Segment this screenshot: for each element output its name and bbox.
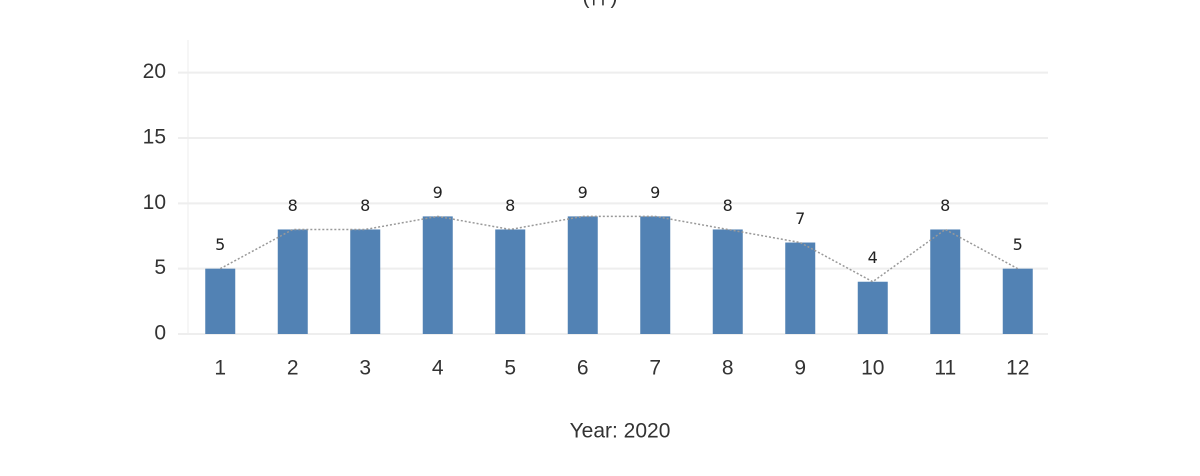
x-tick-label: 8 [722,357,734,380]
x-tick-label: 3 [359,357,371,380]
x-tick-label: 12 [1006,357,1029,380]
value-label: 9 [433,183,443,202]
value-label: 8 [288,196,298,215]
value-label: 8 [940,196,950,215]
bar [857,281,888,334]
bar [567,216,598,334]
value-label: 8 [723,196,733,215]
x-axis-title: Year: 2020 [570,420,671,443]
x-tick-label: 6 [577,357,589,380]
value-label: 8 [505,196,515,215]
y-tick-label: 15 [143,126,166,149]
x-tick-label: 2 [287,357,299,380]
y-tick-label: 5 [154,256,166,279]
x-tick-label: 4 [432,357,444,380]
y-axis-unit: (件) [583,0,618,9]
y-tick-label: 10 [143,191,166,214]
bar [930,229,961,334]
x-tick-label: 10 [861,357,884,380]
x-tick-label: 1 [214,357,226,380]
trend-line [219,215,1019,283]
bar [495,229,526,334]
value-label: 7 [795,209,805,228]
x-tick-label: 11 [934,357,956,380]
value-label: 5 [1013,235,1023,254]
x-tick-label: 9 [794,357,806,380]
bar [350,229,381,334]
value-label: 5 [215,235,225,254]
bar [422,216,453,334]
bar [277,229,308,334]
bar [712,229,743,334]
bar [640,216,671,334]
bar [1002,268,1033,334]
y-tick-label: 0 [154,322,166,345]
bar [205,268,236,334]
x-tick-label: 7 [649,357,661,380]
y-tick-label: 20 [143,60,166,83]
value-label: 8 [360,196,370,215]
x-tick-label: 5 [504,357,516,380]
value-label: 4 [868,248,878,267]
value-label: 9 [578,183,588,202]
value-label: 9 [650,183,660,202]
bar [785,242,816,334]
